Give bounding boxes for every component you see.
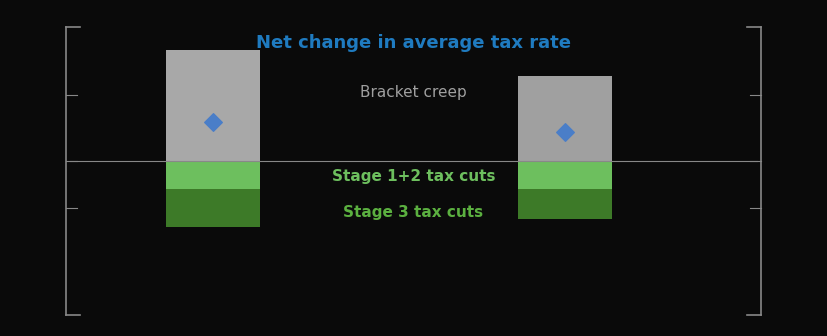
- Bar: [166, 50, 260, 161]
- Text: Bracket creep: Bracket creep: [360, 85, 467, 100]
- Text: Stage 3 tax cuts: Stage 3 tax cuts: [343, 205, 484, 220]
- Bar: [518, 76, 612, 161]
- Bar: [166, 189, 260, 227]
- Bar: [166, 161, 260, 189]
- Point: [558, 129, 571, 134]
- Text: Net change in average tax rate: Net change in average tax rate: [256, 34, 571, 52]
- Point: [206, 120, 219, 125]
- Text: Stage 1+2 tax cuts: Stage 1+2 tax cuts: [332, 169, 495, 184]
- Bar: [518, 161, 612, 189]
- Bar: [518, 189, 612, 219]
